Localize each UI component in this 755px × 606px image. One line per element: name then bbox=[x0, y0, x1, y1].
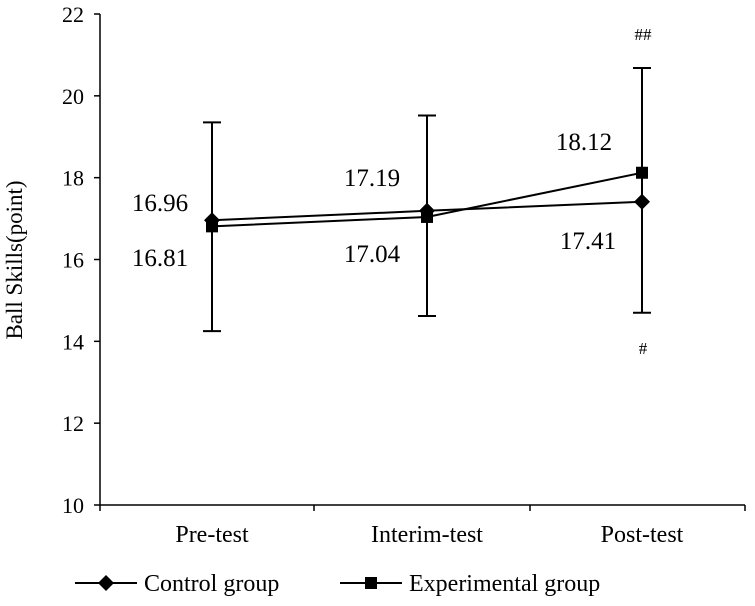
axes: 10 12 14 16 18 20 22 Pre-test Interim-test Post-t… bbox=[2, 2, 746, 548]
y-tick-label: 18 bbox=[62, 166, 84, 191]
data-label-experimental: 17.04 bbox=[344, 241, 401, 268]
significance-mark-experimental: ## bbox=[635, 25, 653, 44]
y-tick-label: 22 bbox=[62, 2, 84, 27]
data-label-control: 16.96 bbox=[132, 190, 188, 217]
data-label-experimental: 18.12 bbox=[556, 129, 612, 156]
experimental-marker bbox=[636, 166, 648, 179]
y-tick-label: 14 bbox=[62, 329, 84, 354]
experimental-marker bbox=[421, 210, 433, 223]
legend-label-experimental: Experimental group bbox=[409, 571, 600, 597]
data-label-control: 17.19 bbox=[344, 165, 400, 192]
error-bars bbox=[203, 67, 651, 333]
control-marker bbox=[634, 193, 650, 210]
x-tick-label: Pre-test bbox=[175, 522, 249, 548]
legend-marker-experimental bbox=[365, 577, 377, 589]
experimental-marker bbox=[206, 220, 218, 233]
data-markers bbox=[204, 166, 650, 233]
x-tick-label: Interim-test bbox=[371, 522, 483, 548]
x-tick-label: Post-test bbox=[601, 522, 684, 548]
legend-marker-control bbox=[98, 575, 114, 591]
data-label-control: 17.41 bbox=[560, 228, 616, 255]
y-tick-label: 16 bbox=[62, 248, 84, 273]
data-label-experimental: 16.81 bbox=[132, 245, 188, 272]
y-tick-label: 10 bbox=[62, 493, 84, 518]
y-tick-label: 20 bbox=[62, 84, 84, 109]
significance-mark-control: # bbox=[639, 339, 648, 358]
legend-label-control: Control group bbox=[144, 571, 279, 597]
legend: Control group Experimental group bbox=[75, 571, 600, 597]
y-axis-title: Ball Skills(point) bbox=[2, 180, 27, 339]
y-tick-label: 12 bbox=[62, 411, 84, 436]
